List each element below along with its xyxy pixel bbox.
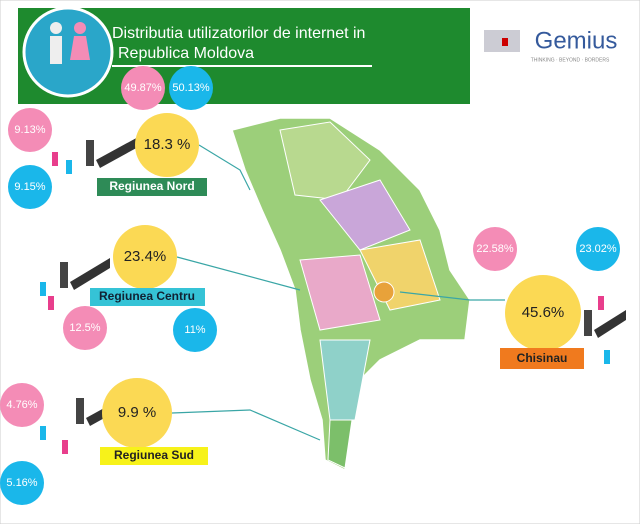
female-pct: 12.5% — [69, 322, 100, 334]
total-circle — [102, 378, 172, 448]
female-circle — [0, 383, 44, 427]
connectors — [171, 144, 505, 441]
male-pct: 5.16% — [6, 477, 37, 489]
logo: Gemius THINKING · BEYOND · BORDERS — [484, 27, 617, 63]
total-circle — [505, 275, 581, 351]
male-circle — [576, 227, 620, 271]
title: Republica Moldova — [118, 45, 254, 62]
title: Distributia utilizatorilor de internet i… — [112, 25, 365, 42]
total-circle — [113, 225, 177, 289]
female-pct: 49.87% — [124, 82, 162, 94]
total-circle — [135, 113, 199, 177]
total-pct: 23.4% — [124, 248, 167, 265]
logo-tagline: THINKING · BEYOND · BORDERS — [531, 57, 610, 63]
male-pct: 23.02% — [579, 243, 617, 255]
female-head — [74, 22, 86, 34]
female-circle — [473, 227, 517, 271]
total-pct: 9.9 % — [118, 404, 156, 421]
female-pct: 4.76% — [6, 399, 37, 411]
female-pct: 22.58% — [476, 243, 514, 255]
region-label-box — [100, 447, 208, 465]
female-circle — [121, 66, 165, 110]
region-label: Regiunea Nord — [109, 179, 194, 193]
total-pct: 45.6% — [522, 304, 565, 321]
male-circle — [0, 461, 44, 505]
region-label-box — [90, 288, 205, 306]
region-label: Regiunea Centru — [99, 289, 195, 303]
region-label: Chisinau — [517, 351, 568, 365]
male-circle — [173, 308, 217, 352]
male-pct: 9.15% — [14, 181, 45, 193]
region-label-box — [500, 348, 584, 369]
region-label-box — [97, 178, 207, 196]
total-pct: 18.3 % — [144, 136, 191, 153]
female-circle — [63, 306, 107, 350]
male-pct: 11% — [184, 324, 205, 336]
people-icon — [22, 6, 114, 98]
region-label: Regiunea Sud — [114, 448, 194, 462]
male-circle — [8, 165, 52, 209]
male-circle — [169, 66, 213, 110]
female-circle — [8, 108, 52, 152]
male-head — [50, 22, 62, 34]
female-icon — [70, 36, 90, 60]
logo-name: Gemius — [535, 27, 618, 54]
female-pct: 9.13% — [14, 124, 45, 136]
male-icon — [50, 36, 62, 64]
male-pct: 50.13% — [172, 82, 210, 94]
map — [231, 117, 471, 472]
